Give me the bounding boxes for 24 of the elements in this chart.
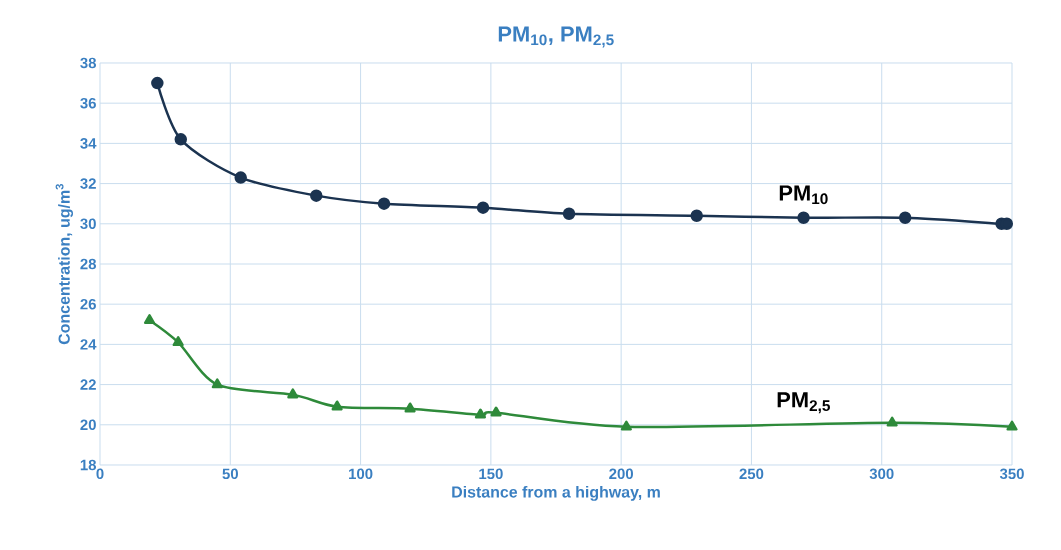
- x-tick-label: 0: [96, 468, 104, 480]
- x-tick-label: 250: [739, 468, 764, 480]
- y-tick-label: 26: [80, 298, 96, 310]
- y-tick-label: 22: [80, 379, 96, 390]
- series-label: PM$_{2,5}$: [777, 392, 830, 414]
- y-tick-label: 30: [80, 218, 96, 230]
- x-axis-title: Distance from a highway, m: [452, 485, 660, 501]
- y-tick-label: 24: [80, 339, 97, 350]
- x-tick-label: 300: [869, 468, 894, 480]
- y-tick-label: 32: [80, 178, 96, 189]
- x-tick-label: 350: [999, 468, 1024, 480]
- y-tick-label: 28: [80, 258, 97, 270]
- y-tick-label: 18: [80, 459, 97, 471]
- y-tick-label: 38: [80, 57, 97, 69]
- chart-title: PM$_{10}$, PM$_{2,5}$: [498, 26, 614, 48]
- y-tick-label: 34: [80, 138, 97, 149]
- x-tick-label: 100: [349, 468, 373, 480]
- x-tick-label: 200: [609, 468, 633, 480]
- series-label: PM$_{10}$: [779, 185, 828, 205]
- x-tick-label: 50: [222, 468, 238, 480]
- y-tick-label: 20: [80, 419, 96, 431]
- y-axis-title: Concentration, ug/m$^{3}$: [55, 184, 74, 345]
- x-tick-label: 150: [479, 468, 503, 480]
- y-tick-label: 36: [80, 97, 96, 109]
